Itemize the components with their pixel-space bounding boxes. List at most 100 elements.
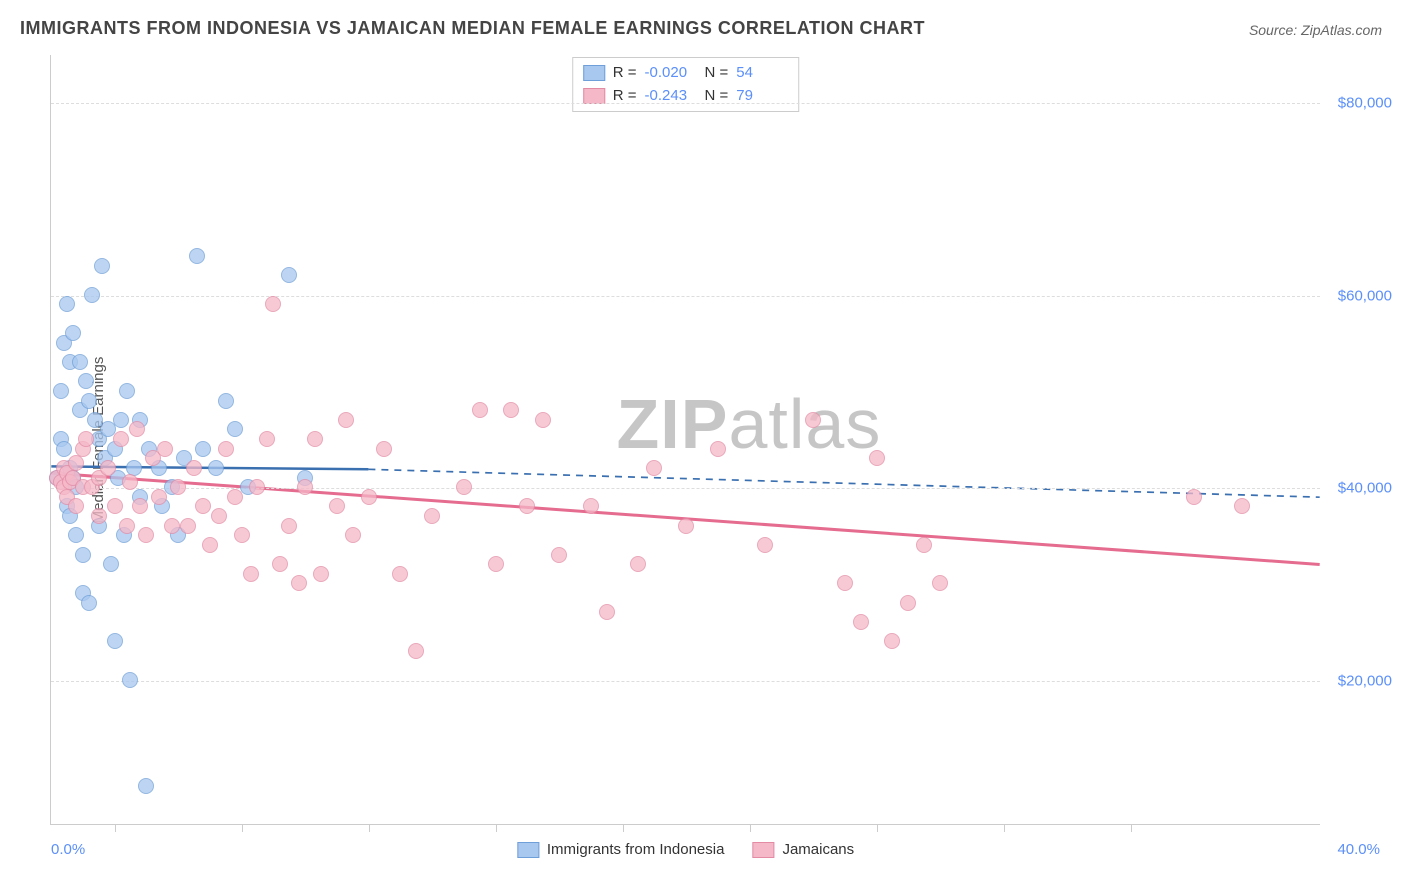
data-point xyxy=(211,508,227,524)
data-point xyxy=(361,489,377,505)
data-point xyxy=(265,296,281,312)
stat-r-value: -0.020 xyxy=(645,62,697,85)
stat-r-label: R = xyxy=(613,62,637,85)
legend-swatch xyxy=(752,842,774,858)
data-point xyxy=(757,537,773,553)
y-tick-label: $80,000 xyxy=(1324,95,1392,112)
gridline xyxy=(51,681,1320,682)
data-point xyxy=(488,556,504,572)
data-point xyxy=(805,412,821,428)
stat-n-value: 54 xyxy=(736,62,788,85)
data-point xyxy=(138,778,154,794)
chart-container: IMMIGRANTS FROM INDONESIA VS JAMAICAN ME… xyxy=(0,0,1406,892)
data-point xyxy=(456,479,472,495)
data-point xyxy=(472,402,488,418)
data-point xyxy=(186,460,202,476)
x-tick xyxy=(242,824,243,832)
stat-n-label: N = xyxy=(705,62,729,85)
data-point xyxy=(630,556,646,572)
data-point xyxy=(138,527,154,543)
data-point xyxy=(281,267,297,283)
data-point xyxy=(535,412,551,428)
data-point xyxy=(202,537,218,553)
data-point xyxy=(68,527,84,543)
legend-swatch xyxy=(517,842,539,858)
plot-area: Median Female Earnings ZIPatlas R = -0.0… xyxy=(50,55,1320,825)
source-label: Source: ZipAtlas.com xyxy=(1249,22,1382,38)
data-point xyxy=(100,460,116,476)
legend-series-label: Immigrants from Indonesia xyxy=(547,841,725,858)
data-point xyxy=(113,431,129,447)
x-tick xyxy=(369,824,370,832)
legend-series-item: Immigrants from Indonesia xyxy=(517,841,725,858)
data-point xyxy=(151,489,167,505)
data-point xyxy=(122,474,138,490)
data-point xyxy=(313,566,329,582)
data-point xyxy=(53,383,69,399)
y-tick-label: $20,000 xyxy=(1324,672,1392,689)
x-tick xyxy=(1004,824,1005,832)
data-point xyxy=(68,455,84,471)
data-point xyxy=(272,556,288,572)
data-point xyxy=(338,412,354,428)
data-point xyxy=(519,498,535,514)
data-point xyxy=(122,672,138,688)
data-point xyxy=(227,489,243,505)
data-point xyxy=(65,325,81,341)
data-point xyxy=(853,614,869,630)
x-tick xyxy=(750,824,751,832)
data-point xyxy=(59,296,75,312)
data-point xyxy=(218,441,234,457)
data-point xyxy=(884,633,900,649)
data-point xyxy=(56,441,72,457)
data-point xyxy=(189,248,205,264)
data-point xyxy=(103,556,119,572)
data-point xyxy=(392,566,408,582)
data-point xyxy=(157,441,173,457)
data-point xyxy=(234,527,250,543)
gridline xyxy=(51,103,1320,104)
x-tick xyxy=(496,824,497,832)
data-point xyxy=(78,373,94,389)
data-point xyxy=(243,566,259,582)
data-point xyxy=(376,441,392,457)
data-point xyxy=(113,412,129,428)
data-point xyxy=(837,575,853,591)
gridline xyxy=(51,296,1320,297)
data-point xyxy=(345,527,361,543)
data-point xyxy=(107,633,123,649)
data-point xyxy=(81,595,97,611)
data-point xyxy=(218,393,234,409)
data-point xyxy=(164,518,180,534)
x-axis-max-label: 40.0% xyxy=(1337,841,1380,858)
chart-title: IMMIGRANTS FROM INDONESIA VS JAMAICAN ME… xyxy=(20,18,925,39)
data-point xyxy=(68,498,84,514)
legend-series-item: Jamaicans xyxy=(752,841,854,858)
legend-swatch xyxy=(583,65,605,81)
data-point xyxy=(107,498,123,514)
data-point xyxy=(408,643,424,659)
data-point xyxy=(170,479,186,495)
x-axis-min-label: 0.0% xyxy=(51,841,85,858)
data-point xyxy=(291,575,307,591)
data-point xyxy=(599,604,615,620)
data-point xyxy=(424,508,440,524)
data-point xyxy=(129,421,145,437)
data-point xyxy=(307,431,323,447)
data-point xyxy=(678,518,694,534)
x-tick xyxy=(877,824,878,832)
data-point xyxy=(78,431,94,447)
trendline-dashed xyxy=(368,469,1319,497)
data-point xyxy=(91,508,107,524)
data-point xyxy=(72,354,88,370)
x-tick xyxy=(115,824,116,832)
data-point xyxy=(119,518,135,534)
data-point xyxy=(75,547,91,563)
data-point xyxy=(646,460,662,476)
data-point xyxy=(551,547,567,563)
legend-series-label: Jamaicans xyxy=(782,841,854,858)
data-point xyxy=(132,498,148,514)
data-point xyxy=(869,450,885,466)
data-point xyxy=(329,498,345,514)
data-point xyxy=(119,383,135,399)
